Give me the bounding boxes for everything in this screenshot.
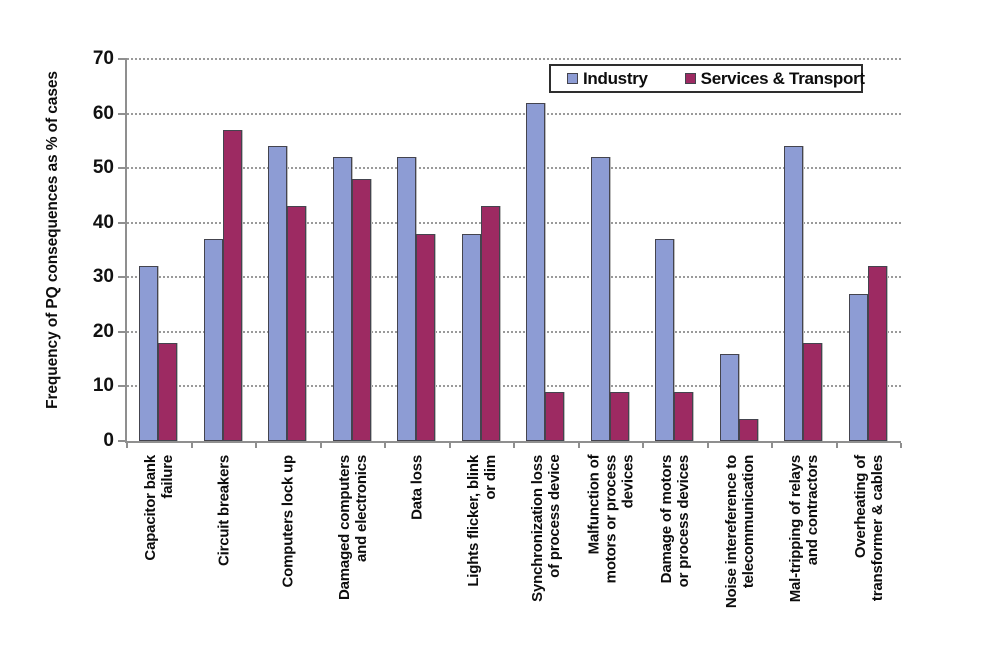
x-tickmark-4 bbox=[384, 443, 386, 448]
bar-industry-8 bbox=[655, 239, 674, 441]
bar-services-transport-11 bbox=[868, 266, 887, 441]
legend-swatch-services-transport bbox=[684, 73, 696, 84]
bar-industry-2 bbox=[268, 146, 287, 441]
gridline-10 bbox=[127, 385, 901, 388]
bar-services-transport-8 bbox=[674, 392, 693, 441]
gridline-30 bbox=[127, 276, 901, 279]
y-tickmark-20 bbox=[118, 330, 125, 333]
x-tickmark-2 bbox=[255, 443, 257, 448]
bar-services-transport-5 bbox=[481, 206, 500, 441]
bar-services-transport-3 bbox=[352, 179, 371, 441]
y-axis-title: Frequency of PQ consequences as % of cas… bbox=[44, 71, 61, 409]
legend: Industry Services & Transport bbox=[549, 64, 865, 93]
category-label-2: Computers lock up bbox=[279, 455, 297, 588]
category-label-8: Damage of motors or process devices bbox=[658, 455, 692, 588]
bar-industry-4 bbox=[397, 157, 416, 441]
y-tick-label-10: 10 bbox=[92, 375, 114, 397]
bar-industry-10 bbox=[784, 146, 803, 441]
gridline-20 bbox=[127, 330, 901, 333]
y-tickmark-0 bbox=[118, 440, 125, 442]
x-tickmark-5 bbox=[449, 443, 451, 448]
y-tick-label-20: 20 bbox=[92, 320, 114, 342]
x-tickmark-9 bbox=[707, 443, 709, 448]
bar-services-transport-9 bbox=[739, 419, 758, 441]
y-tickmark-70 bbox=[118, 58, 125, 60]
legend-label-industry: Industry bbox=[583, 68, 648, 88]
category-label-0: Capacitor bank failure bbox=[142, 455, 176, 561]
bar-services-transport-10 bbox=[803, 343, 822, 441]
y-tick-label-70: 70 bbox=[92, 48, 114, 69]
x-tickmark-3 bbox=[320, 443, 322, 448]
y-tickmark-60 bbox=[118, 112, 125, 115]
y-tick-label-60: 60 bbox=[92, 102, 114, 124]
bar-industry-3 bbox=[333, 157, 352, 441]
y-axis-line bbox=[125, 58, 127, 443]
bar-industry-5 bbox=[462, 234, 481, 441]
y-tickmark-10 bbox=[118, 385, 125, 388]
y-tickmark-30 bbox=[118, 276, 125, 279]
x-tickmark-1 bbox=[191, 443, 193, 448]
x-tickmark-7 bbox=[578, 443, 580, 448]
bar-industry-9 bbox=[720, 354, 739, 441]
legend-swatch-industry bbox=[567, 73, 578, 84]
y-tick-label-0: 0 bbox=[103, 430, 114, 451]
bar-services-transport-2 bbox=[287, 206, 306, 441]
y-tick-label-50: 50 bbox=[92, 157, 114, 179]
x-tickmark-12 bbox=[900, 443, 902, 448]
gridline-70 bbox=[127, 58, 901, 60]
bar-industry-6 bbox=[526, 103, 545, 441]
category-label-1: Circuit breakers bbox=[215, 455, 233, 567]
y-tickmark-50 bbox=[118, 167, 125, 170]
bar-industry-0 bbox=[139, 266, 158, 441]
y-tick-label-30: 30 bbox=[92, 266, 114, 288]
gridline-40 bbox=[127, 221, 901, 224]
y-tick-label-40: 40 bbox=[92, 211, 114, 233]
bar-industry-7 bbox=[591, 157, 610, 441]
category-label-3: Damaged computers and electronics bbox=[336, 455, 370, 600]
category-label-5: Lights flicker, blink or dim bbox=[465, 455, 499, 587]
gridline-60 bbox=[127, 112, 901, 115]
bar-industry-1 bbox=[204, 239, 223, 441]
x-tickmark-10 bbox=[771, 443, 773, 448]
x-axis-line bbox=[125, 441, 901, 443]
bar-services-transport-7 bbox=[610, 392, 629, 441]
category-label-10: Mal-tripping of relays and contractors bbox=[787, 455, 821, 603]
category-label-6: Synchronization loss of process device bbox=[529, 455, 563, 602]
x-tickmark-8 bbox=[642, 443, 644, 448]
category-label-9: Noise intereference to telecommunication bbox=[723, 455, 757, 609]
bar-services-transport-4 bbox=[416, 234, 435, 441]
x-tickmark-11 bbox=[836, 443, 838, 448]
y-tickmark-40 bbox=[118, 221, 125, 224]
bar-services-transport-0 bbox=[158, 343, 177, 441]
category-label-11: Overheating of transformer & cables bbox=[852, 455, 886, 602]
x-tickmark-0 bbox=[126, 443, 128, 448]
bar-services-transport-1 bbox=[223, 130, 242, 441]
legend-label-services-transport: Services & Transport bbox=[700, 68, 865, 88]
category-label-4: Data loss bbox=[408, 455, 426, 520]
x-tickmark-6 bbox=[513, 443, 515, 448]
bar-industry-11 bbox=[849, 294, 868, 441]
gridline-50 bbox=[127, 167, 901, 170]
bar-services-transport-6 bbox=[545, 392, 564, 441]
category-label-7: Malfunction of motors or process devices bbox=[585, 455, 637, 584]
